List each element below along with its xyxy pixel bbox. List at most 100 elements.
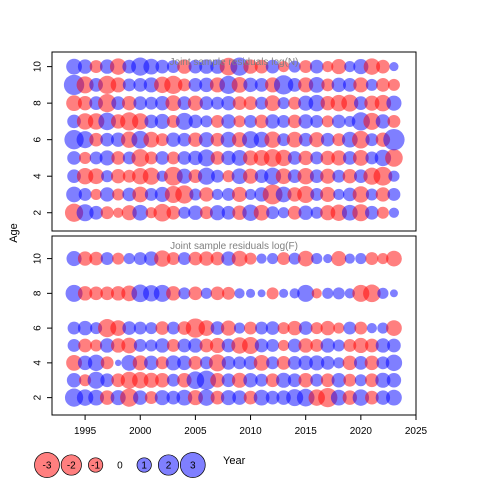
bubble	[79, 151, 92, 164]
panel-frame	[51, 235, 417, 416]
bubble	[87, 354, 105, 372]
bubble	[389, 62, 399, 72]
y-tick-label: 10	[33, 61, 44, 73]
bubble	[188, 286, 203, 301]
bubble	[166, 205, 181, 220]
bubble	[288, 252, 301, 265]
bubble	[87, 371, 105, 389]
bubble	[389, 289, 398, 298]
bubble	[89, 151, 103, 165]
bubble	[199, 96, 214, 110]
bubble	[188, 338, 203, 353]
bubble	[311, 253, 323, 265]
bubble	[210, 321, 225, 335]
bubble	[177, 252, 191, 266]
bubble	[366, 323, 377, 334]
bubble	[277, 97, 290, 110]
bubble	[286, 131, 303, 148]
legend-bubble	[136, 457, 152, 473]
bubble	[145, 322, 158, 335]
bubble	[375, 372, 391, 388]
bubble	[343, 339, 357, 352]
bubble	[388, 170, 400, 182]
bubble	[99, 338, 115, 353]
legend-title: Year	[223, 455, 246, 467]
bubble	[67, 114, 81, 129]
bubble	[165, 95, 182, 112]
bubble	[88, 389, 105, 406]
bubble	[100, 206, 114, 220]
bubble	[143, 58, 160, 75]
bubble	[155, 95, 170, 111]
bubble	[277, 114, 291, 128]
bubble	[122, 169, 136, 183]
legend-bubble	[88, 457, 104, 473]
bubble	[177, 96, 192, 110]
bubble	[352, 150, 369, 166]
bubble	[242, 168, 259, 184]
legend-label: -3	[43, 461, 52, 472]
bubble	[89, 60, 103, 74]
legend-label: 0	[117, 461, 123, 472]
bubble	[354, 374, 367, 387]
bubble	[76, 167, 94, 185]
bubble	[221, 338, 236, 353]
y-tick-label: 2	[33, 210, 44, 216]
bubble	[309, 59, 324, 74]
bubble	[320, 356, 335, 370]
bubble	[208, 354, 226, 372]
bubble	[188, 59, 203, 74]
bubble	[278, 207, 290, 219]
bubble	[321, 78, 335, 92]
bubble	[365, 151, 379, 165]
bubble	[320, 320, 335, 336]
bubble	[145, 339, 158, 352]
bubble	[309, 169, 324, 184]
bubble	[253, 204, 270, 221]
bubble	[220, 320, 237, 336]
bubble	[210, 132, 225, 147]
bubble	[352, 186, 370, 203]
legend-bubble	[179, 452, 206, 478]
bubble	[310, 322, 323, 335]
bubble	[331, 59, 347, 75]
bubble	[377, 287, 389, 299]
bubble	[66, 58, 82, 75]
bubble	[310, 339, 324, 352]
bubble	[352, 130, 370, 149]
bubble	[298, 355, 313, 371]
bubble	[77, 286, 93, 301]
bubble	[341, 94, 359, 112]
bubble	[288, 60, 301, 73]
bubble	[175, 185, 194, 204]
bubble	[122, 78, 136, 92]
bubble	[275, 149, 292, 167]
bubble	[111, 151, 126, 165]
bubble	[332, 133, 346, 147]
bubble	[131, 149, 150, 167]
bubble	[113, 207, 124, 218]
bubble	[387, 338, 401, 353]
panel-2: Joint sample residuals log(F) 2 4 6 8 10	[33, 235, 417, 416]
bubble	[375, 338, 391, 353]
bubble	[287, 373, 302, 388]
bubble	[175, 112, 193, 130]
bubble	[353, 337, 369, 354]
bubble	[99, 187, 115, 202]
bubble	[376, 206, 389, 219]
bubble	[188, 205, 203, 220]
bubble	[320, 95, 335, 111]
bubble	[298, 205, 313, 220]
bubble	[243, 59, 258, 74]
bubble	[385, 149, 403, 167]
bubble	[67, 169, 81, 184]
bubble	[78, 188, 92, 201]
bubble	[98, 75, 117, 94]
bubble	[166, 151, 180, 165]
bubble	[299, 60, 313, 74]
bubble	[279, 288, 289, 298]
bubble	[333, 322, 345, 334]
bubble	[178, 206, 191, 219]
bubble	[111, 96, 126, 110]
bubble	[231, 76, 248, 93]
